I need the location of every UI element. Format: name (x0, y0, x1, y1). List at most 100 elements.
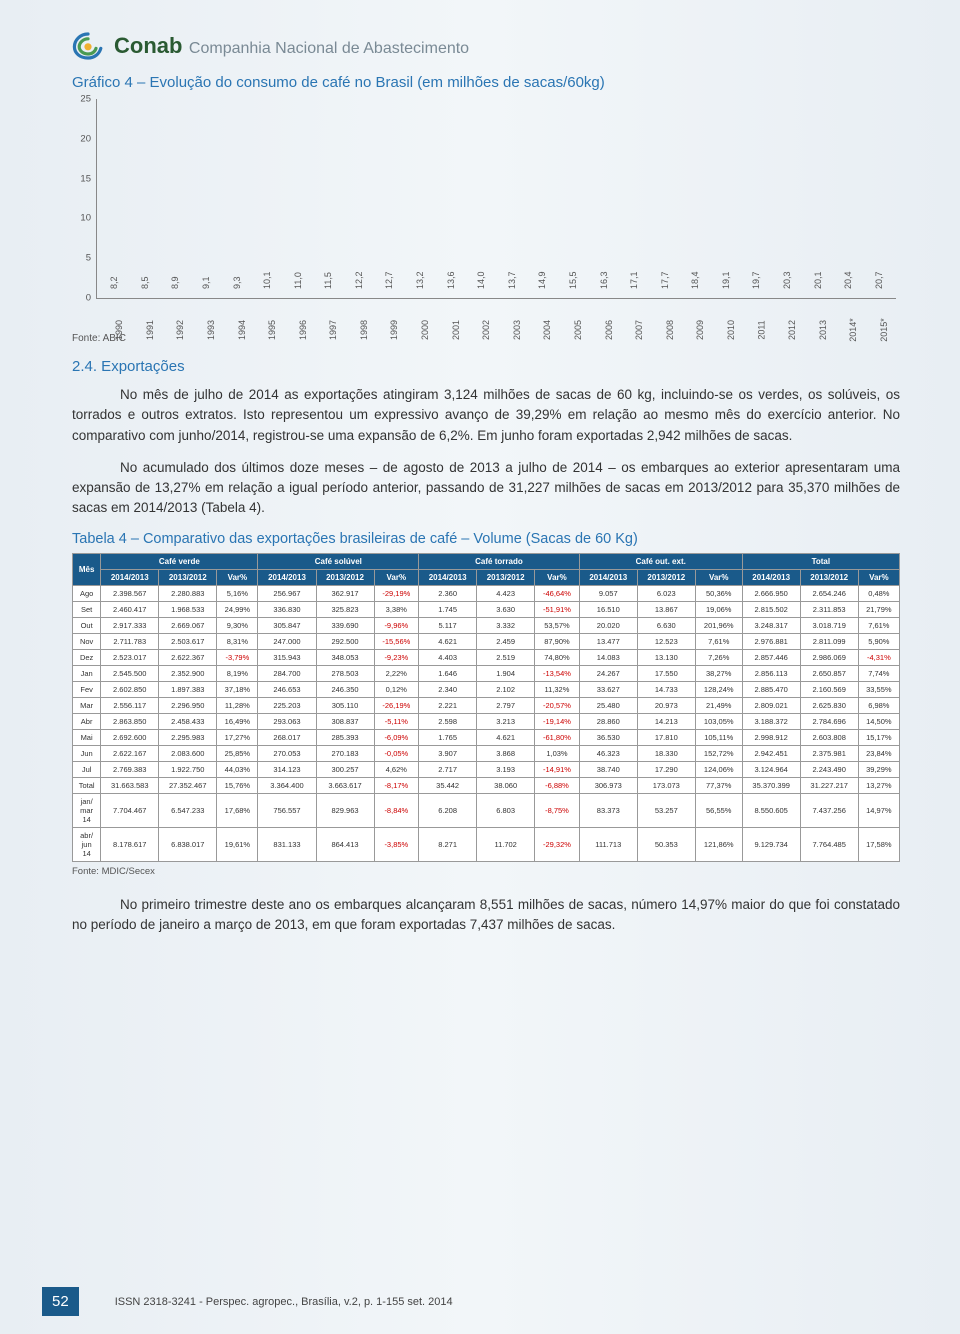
cell-value: -9,23% (374, 649, 419, 665)
cell-value: 2.160.569 (800, 681, 858, 697)
cell-value: 103,05% (695, 713, 742, 729)
cell-value: 28.860 (579, 713, 637, 729)
cell-month: Set (73, 601, 101, 617)
cell-value: 2.280.883 (159, 585, 217, 601)
cell-month: Jun (73, 745, 101, 761)
th-sub: 2013/2012 (159, 569, 217, 585)
cell-value: -20,57% (535, 697, 580, 713)
cell-value: 14.213 (637, 713, 695, 729)
cell-value: 2.352.900 (159, 665, 217, 681)
th-sub: 2013/2012 (637, 569, 695, 585)
x-axis-label: 2015* (879, 318, 889, 342)
cell-value: 33.627 (579, 681, 637, 697)
cell-value: -6,09% (374, 729, 419, 745)
th-group: Café solúvel (258, 553, 419, 569)
cell-value: 17,68% (217, 793, 258, 827)
cell-value: 2.692.600 (101, 729, 159, 745)
cell-month: Nov (73, 633, 101, 649)
paragraph-2: No acumulado dos últimos doze meses – de… (72, 458, 900, 519)
cell-value: 6.630 (637, 617, 695, 633)
cell-value: 17,27% (217, 729, 258, 745)
cell-value: 39,29% (858, 761, 899, 777)
th-sub: Var% (695, 569, 742, 585)
cell-value: 2.503.617 (159, 633, 217, 649)
bar-value-label: 19,1 (721, 271, 731, 289)
cell-value: 6.023 (637, 585, 695, 601)
cell-value: 37,18% (217, 681, 258, 697)
cell-value: 111.713 (579, 827, 637, 861)
cell-month: Jul (73, 761, 101, 777)
cell-month: Ago (73, 585, 101, 601)
cell-month: Abr (73, 713, 101, 729)
x-axis-label: 1998 (359, 320, 369, 340)
cell-value: 270.183 (316, 745, 374, 761)
cell-value: 74,80% (535, 649, 580, 665)
bar-value-label: 20,3 (782, 271, 792, 289)
table-row: Fev2.602.8501.897.38337,18%246.653246.35… (73, 681, 900, 697)
cell-value: 362.917 (316, 585, 374, 601)
cell-value: 16,49% (217, 713, 258, 729)
cell-value: 2.769.383 (101, 761, 159, 777)
brand-text: Conab Companhia Nacional de Abasteciment… (114, 33, 469, 59)
section-heading: 2.4. Exportações (72, 358, 900, 375)
cell-value: 6.547.233 (159, 793, 217, 827)
x-axis-label: 2014* (848, 318, 858, 342)
cell-value: -46,64% (535, 585, 580, 601)
bar-value-label: 19,7 (751, 271, 761, 289)
page-footer: 52 ISSN 2318-3241 - Perspec. agropec., B… (0, 1287, 960, 1316)
cell-value: 5,90% (858, 633, 899, 649)
cell-value: 20.973 (637, 697, 695, 713)
cell-value: 7.704.467 (101, 793, 159, 827)
x-axis-label: 2012 (787, 320, 797, 340)
cell-month: Jan (73, 665, 101, 681)
cell-value: 87,90% (535, 633, 580, 649)
bar-value-label: 14,0 (476, 271, 486, 289)
cell-value: 1.897.383 (159, 681, 217, 697)
bar-value-label: 17,7 (660, 271, 670, 289)
cell-value: 2.885.470 (742, 681, 800, 697)
cell-value: 2.102 (477, 681, 535, 697)
table-row: Abr2.863.8502.458.43316,49%293.063308.83… (73, 713, 900, 729)
bar-value-label: 17,1 (629, 271, 639, 289)
th-sub: Var% (217, 569, 258, 585)
cell-value: -4,31% (858, 649, 899, 665)
cell-value: 56,55% (695, 793, 742, 827)
y-tick: 15 (80, 173, 91, 184)
cell-value: 2.243.490 (800, 761, 858, 777)
bar-value-label: 20,7 (874, 271, 884, 289)
th-group: Café verde (101, 553, 258, 569)
cell-value: 268.017 (258, 729, 316, 745)
cell-value: 8.178.617 (101, 827, 159, 861)
cell-value: 2.863.850 (101, 713, 159, 729)
x-axis-label: 1993 (206, 320, 216, 340)
cell-value: 2.815.502 (742, 601, 800, 617)
cell-value: 2.809.021 (742, 697, 800, 713)
x-axis-label: 2004 (542, 320, 552, 340)
cell-value: 17.810 (637, 729, 695, 745)
bar-value-label: 12,2 (354, 271, 364, 289)
cell-value: -51,91% (535, 601, 580, 617)
cell-value: 2.917.333 (101, 617, 159, 633)
cell-value: 300.257 (316, 761, 374, 777)
cell-value: 3.868 (477, 745, 535, 761)
cell-value: 17.290 (637, 761, 695, 777)
cell-value: -8,17% (374, 777, 419, 793)
cell-value: 293.063 (258, 713, 316, 729)
cell-value: 2.797 (477, 697, 535, 713)
cell-value: 246.350 (316, 681, 374, 697)
cell-value: 2.311.853 (800, 601, 858, 617)
cell-value: 44,03% (217, 761, 258, 777)
cell-month: abr/ jun 14 (73, 827, 101, 861)
cell-value: 13.477 (579, 633, 637, 649)
x-axis-label: 2011 (756, 320, 766, 339)
cell-value: 3.907 (419, 745, 477, 761)
cell-value: 308.837 (316, 713, 374, 729)
table-row: jan/ mar 147.704.4676.547.23317,68%756.5… (73, 793, 900, 827)
table-row: Mar2.556.1172.296.95011,28%225.203305.11… (73, 697, 900, 713)
x-axis-label: 1991 (145, 320, 155, 340)
cell-value: 8,19% (217, 665, 258, 681)
th-sub: Var% (535, 569, 580, 585)
cell-value: 11.702 (477, 827, 535, 861)
cell-value: 2.603.808 (800, 729, 858, 745)
conab-logo-icon (72, 32, 104, 60)
